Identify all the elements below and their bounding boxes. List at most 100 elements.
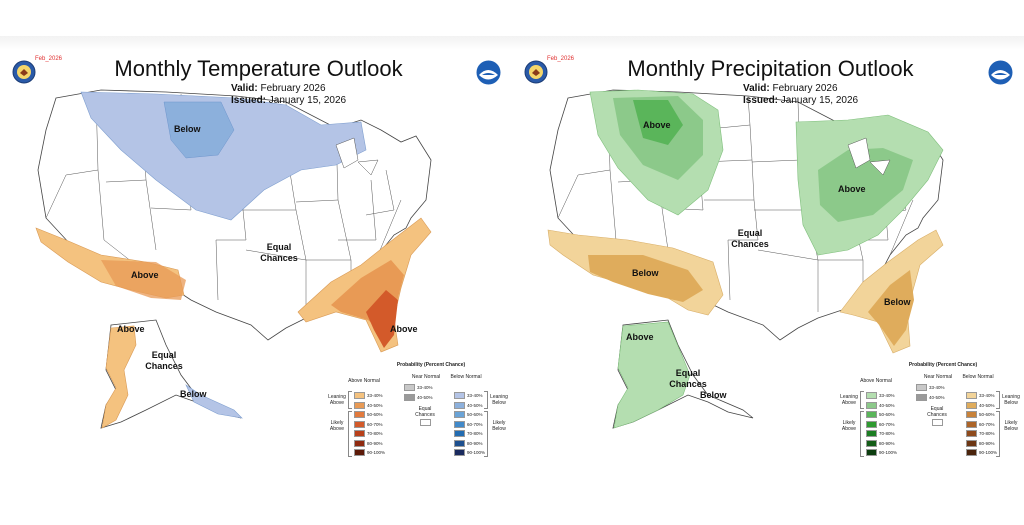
- legend-range-label: 90-100%: [879, 450, 898, 455]
- temperature-outlook-panel: Feb_2026 Monthly Temperature Outlook Val…: [6, 50, 511, 460]
- issued-label: Issued:: [743, 95, 779, 106]
- legend-equal-chances: Equal Chances: [927, 406, 947, 418]
- legend-swatch-above: [354, 411, 365, 418]
- legend-bracket: [348, 411, 352, 457]
- precip-below-se-core: [868, 270, 914, 346]
- legend-range-label: 50-60%: [979, 412, 995, 417]
- legend-swatch-below: [966, 401, 977, 409]
- label-above-north: Above: [643, 120, 671, 130]
- page-title: Monthly Temperature Outlook: [114, 56, 403, 81]
- noaa-logo-icon: [988, 60, 1013, 85]
- valid-value: February 2026: [772, 83, 838, 94]
- temp-below-core: [163, 101, 235, 159]
- legend-range-label: 40-50%: [929, 394, 945, 400]
- temp-below-region: [80, 91, 367, 221]
- precipitation-outlook-panel: Feb_2026 Monthly Precipitation Outlook V…: [518, 50, 1023, 460]
- issued-value: January 15, 2026: [780, 95, 859, 106]
- precip-above-east-mid: [818, 148, 913, 222]
- legend-col-near: Near Normal: [923, 374, 953, 380]
- legend-range-label: 60-70%: [979, 421, 995, 427]
- legend-swatch-below: [966, 430, 977, 437]
- legend-range-label: 80-90%: [879, 440, 895, 446]
- label-above-east: Above: [838, 184, 866, 194]
- legend-swatch-below: [966, 439, 977, 447]
- legend-range-label: 60-70%: [367, 421, 383, 427]
- legend-leaning-above: Leaning Above: [840, 394, 858, 406]
- legend-range-label: 40-50%: [467, 402, 483, 408]
- legend-range-label: 70-80%: [367, 431, 383, 436]
- temp-below-alaska: [185, 384, 243, 419]
- legend-swatch-above: [866, 411, 877, 418]
- label-equal-alaska: Equal Chances: [145, 350, 183, 371]
- label-below-southwest: Below: [632, 268, 659, 278]
- temp-above-sw-region-b: [101, 260, 186, 300]
- legend-bracket: [348, 391, 352, 409]
- page-title: Monthly Precipitation Outlook: [627, 56, 914, 81]
- legend-range-label: 33-40%: [929, 385, 945, 390]
- label-equal-center: Equal Chances: [731, 228, 769, 249]
- legend-swatch-above: [866, 439, 877, 447]
- legend-swatch-near: [404, 384, 415, 391]
- legend-swatch-below: [454, 411, 465, 418]
- doc-seal-icon: [524, 60, 548, 84]
- precip-below-sw-core: [588, 255, 703, 302]
- legend-range-label: 90-100%: [979, 450, 998, 455]
- legend-range-label: 33-40%: [879, 393, 895, 398]
- legend-title: Probability (Percent Chance): [908, 362, 978, 368]
- temperature-map: [35, 89, 432, 429]
- legend-likely-below: Likely Below: [492, 420, 506, 432]
- legend-likely-below: Likely Below: [1004, 420, 1018, 432]
- legend-range-label: 70-80%: [467, 431, 483, 436]
- legend-bracket: [484, 411, 488, 457]
- legend-swatch-above: [866, 401, 877, 409]
- label-below-southeast: Below: [884, 297, 911, 307]
- issued-value: January 15, 2026: [268, 95, 347, 106]
- legend-swatch-below: [966, 411, 977, 418]
- legend-swatch-above: [354, 449, 365, 456]
- legend-range-label: 33-40%: [367, 393, 383, 398]
- legend-swatch-above: [866, 420, 877, 428]
- legend-range-label: 50-60%: [879, 412, 895, 417]
- label-below-alaska: Below: [180, 389, 207, 399]
- legend-swatch-near: [916, 384, 927, 391]
- label-equal-alaska: Equal Chances: [669, 368, 707, 389]
- legend-col-below: Below Normal: [450, 374, 482, 380]
- temp-above-alaska: [101, 325, 137, 429]
- month-tag: Feb_2026: [35, 56, 63, 62]
- issued-line: Issued: January 15, 2026: [231, 95, 346, 106]
- legend-swatch-below: [454, 392, 465, 399]
- precipitation-map: [547, 89, 944, 429]
- label-below-north: Below: [174, 124, 201, 134]
- legend-range-label: 80-90%: [367, 440, 383, 446]
- legend-range-label: 70-80%: [879, 431, 895, 436]
- valid-line: Valid: February 2026: [743, 83, 838, 94]
- noaa-logo-icon: [476, 60, 501, 85]
- legend-likely-above: Likely Above: [841, 420, 857, 432]
- legend-swatch-below: [966, 449, 977, 456]
- label-above-southwest: Above: [131, 270, 159, 280]
- probability-legend: Probability (Percent Chance) Above Norma…: [326, 362, 511, 462]
- precip-above-alaska: [613, 321, 691, 429]
- legend-range-label: 40-50%: [979, 402, 995, 408]
- legend-range-label: 33-40%: [467, 393, 483, 398]
- legend-swatch-above: [354, 430, 365, 437]
- legend-bracket: [860, 411, 864, 457]
- header-shade: [0, 36, 1024, 50]
- issued-label: Issued:: [231, 95, 267, 106]
- valid-label: Valid:: [743, 83, 770, 94]
- label-below-alaska: Below: [700, 390, 727, 400]
- legend-swatch-above: [354, 392, 365, 399]
- legend-swatch-above: [866, 392, 877, 399]
- legend-swatch-above: [354, 439, 365, 447]
- legend-range-label: 80-90%: [467, 440, 483, 446]
- legend-swatch-equal: [420, 419, 431, 426]
- legend-swatch-below: [454, 420, 465, 428]
- legend-swatch-near: [404, 393, 415, 401]
- legend-leaning-above: Leaning Above: [328, 394, 346, 406]
- legend-swatch-below: [966, 420, 977, 428]
- legend-range-label: 33-40%: [979, 393, 995, 398]
- probability-legend: Probability (Percent Chance) Above Norma…: [838, 362, 1023, 462]
- legend-range-label: 50-60%: [367, 412, 383, 417]
- valid-line: Valid: February 2026: [231, 83, 326, 94]
- legend-range-label: 70-80%: [979, 431, 995, 436]
